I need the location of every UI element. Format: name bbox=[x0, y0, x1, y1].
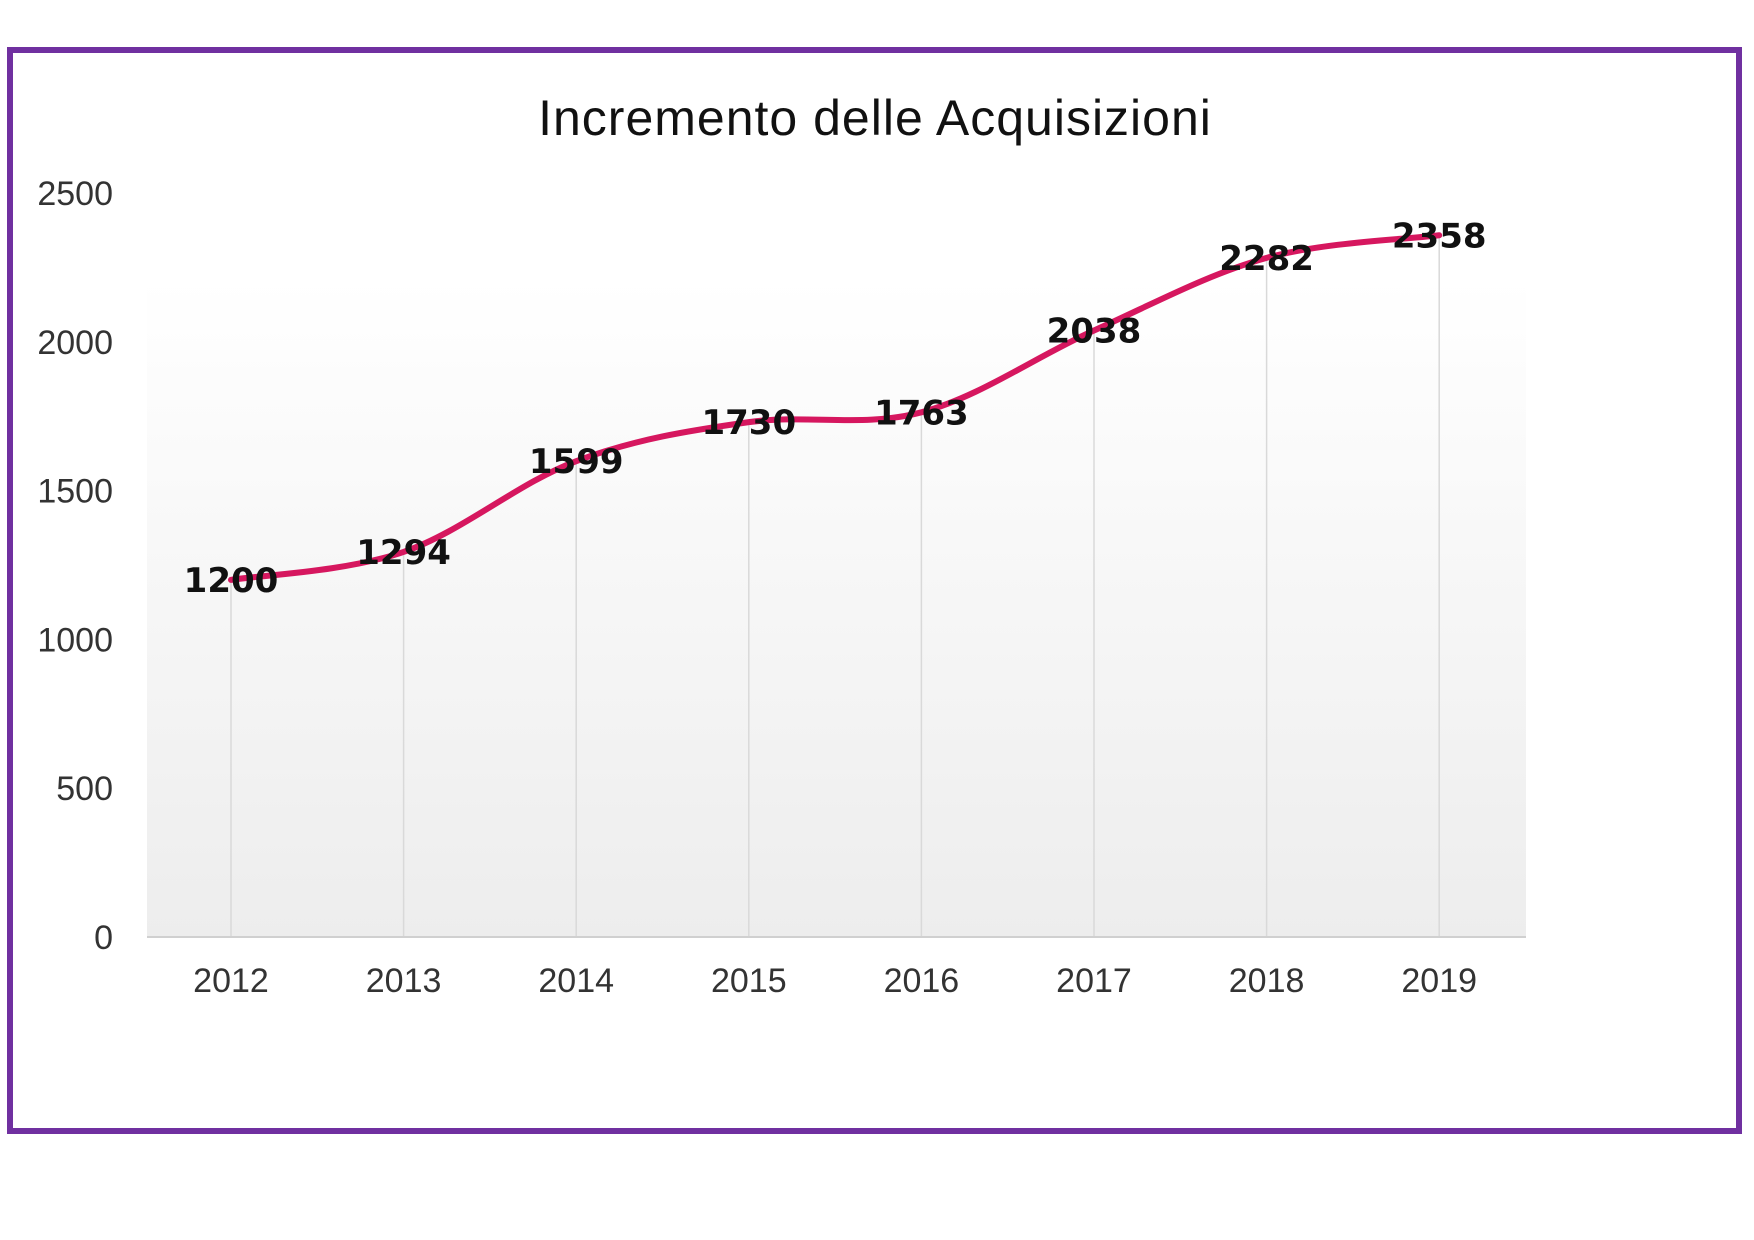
data-label: 1763 bbox=[874, 393, 969, 433]
data-label: 1294 bbox=[356, 533, 451, 573]
y-tick-label: 500 bbox=[56, 770, 113, 808]
y-tick-label: 2500 bbox=[37, 175, 113, 213]
data-label: 2282 bbox=[1219, 239, 1314, 279]
x-tick-label: 2015 bbox=[711, 962, 787, 1000]
x-tick-label: 2018 bbox=[1229, 962, 1305, 1000]
x-tick-label: 2013 bbox=[366, 962, 442, 1000]
x-axis-ticks: 2012 2013 2014 2015 2016 2017 2018 2019 bbox=[193, 962, 1477, 1000]
x-tick-label: 2019 bbox=[1401, 962, 1477, 1000]
series-line bbox=[228, 232, 1443, 583]
x-tick-label: 2017 bbox=[1056, 962, 1132, 1000]
x-tick-label: 2012 bbox=[193, 962, 269, 1000]
data-label: 1599 bbox=[529, 442, 624, 482]
data-labels: 1200 1294 1599 1730 1763 2038 2282 2358 bbox=[184, 216, 1487, 601]
grid-lines bbox=[230, 235, 1440, 937]
data-label: 1200 bbox=[184, 561, 279, 601]
x-tick-label: 2014 bbox=[538, 962, 614, 1000]
chart-title: Incremento delle Acquisizioni bbox=[538, 90, 1212, 146]
plot-area bbox=[147, 278, 1526, 937]
y-axis-ticks: 0 500 1000 1500 2000 2500 bbox=[37, 175, 113, 957]
data-label: 2358 bbox=[1392, 216, 1487, 256]
y-tick-label: 1000 bbox=[37, 621, 113, 659]
x-tick-label: 2016 bbox=[884, 962, 960, 1000]
data-label: 2038 bbox=[1047, 311, 1142, 351]
y-tick-label: 2000 bbox=[37, 324, 113, 362]
data-label: 1730 bbox=[701, 403, 796, 443]
y-tick-label: 0 bbox=[94, 919, 113, 957]
chart-frame: 0 500 1000 1500 2000 2500 2012 2013 2014 2015 201… bbox=[7, 47, 1742, 1134]
y-tick-label: 1500 bbox=[37, 473, 113, 511]
